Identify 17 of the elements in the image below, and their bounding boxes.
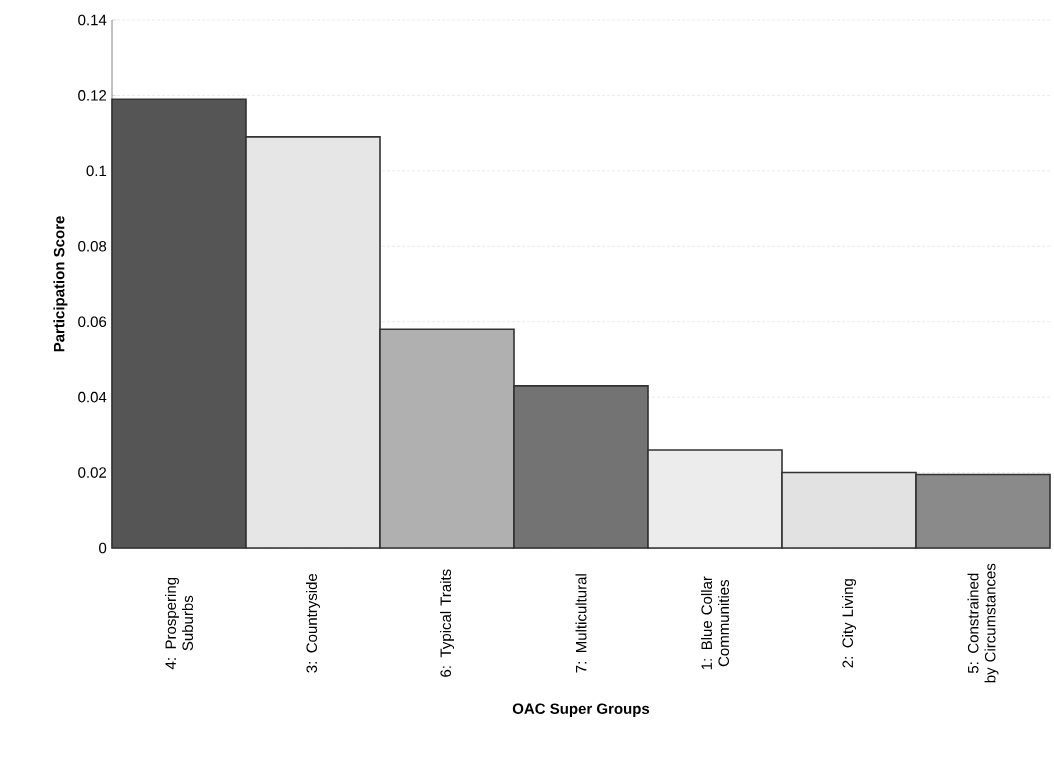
y-tick-label: 0.02 (78, 467, 107, 478)
x-tick-label: 3: Countryside (306, 573, 320, 673)
y-tick-label: 0.14 (78, 14, 107, 26)
y-tick-label: 0.12 (78, 90, 107, 101)
y-tick-label: 0.08 (78, 240, 107, 252)
y-tick-label: 0.04 (78, 391, 107, 403)
y-axis-title: Participation Score (53, 216, 68, 352)
x-axis-title: OAC Super Groups (512, 703, 650, 717)
x-tick-label: 4: Prospering Suburbs (165, 577, 194, 670)
y-tick-label: 0.1 (86, 165, 107, 177)
x-tick-label: 6: Typical Traits (440, 569, 454, 677)
x-tick-label: 5: Constrained by Circumstances (967, 563, 999, 683)
y-tick-label: 0 (99, 542, 107, 554)
x-tick-label: 2: City Living (842, 579, 856, 668)
y-tick-label: 0.06 (78, 316, 107, 328)
x-tick-label: 1: Blue Collar Communities (701, 576, 730, 670)
x-tick-label: 7: Multicultural (575, 574, 587, 673)
